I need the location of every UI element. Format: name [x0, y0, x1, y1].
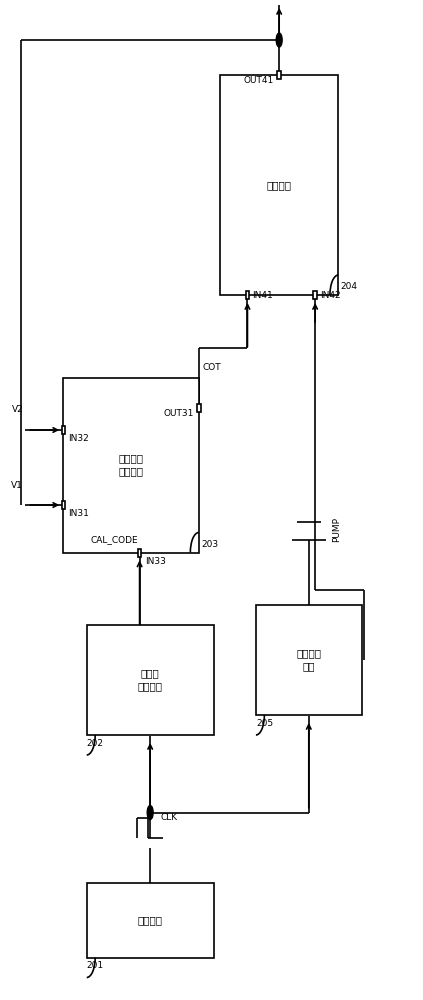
- Bar: [62, 426, 65, 434]
- Bar: [138, 548, 141, 556]
- Circle shape: [276, 33, 282, 47]
- Text: V2: V2: [11, 406, 23, 414]
- Bar: [277, 71, 281, 79]
- Bar: [197, 404, 201, 412]
- Text: 振荡电路: 振荡电路: [137, 915, 163, 925]
- Bar: [87, 883, 214, 958]
- Text: 205: 205: [256, 719, 273, 728]
- Text: 导通时间
控制电路: 导通时间 控制电路: [118, 453, 144, 477]
- Text: IN41: IN41: [253, 291, 273, 300]
- Text: OUT41: OUT41: [244, 76, 274, 85]
- Text: IN32: IN32: [69, 434, 89, 443]
- Bar: [256, 605, 362, 715]
- Text: 203: 203: [201, 540, 218, 549]
- Circle shape: [147, 806, 153, 820]
- Text: CAL_CODE: CAL_CODE: [91, 536, 139, 544]
- Text: 202: 202: [87, 739, 104, 748]
- Text: V1: V1: [11, 481, 23, 489]
- Text: 逻辑电路: 逻辑电路: [266, 180, 292, 190]
- Bar: [220, 75, 338, 295]
- Bar: [62, 501, 65, 509]
- Bar: [63, 378, 199, 553]
- Text: 脉冲发生
电路: 脉冲发生 电路: [296, 648, 321, 672]
- Text: COT: COT: [202, 363, 221, 372]
- Text: 201: 201: [87, 962, 104, 970]
- Text: PUMP: PUMP: [332, 518, 341, 542]
- Text: IN42: IN42: [320, 291, 341, 300]
- Bar: [313, 291, 317, 299]
- Bar: [246, 291, 249, 299]
- Text: 204: 204: [341, 282, 357, 291]
- Text: IN33: IN33: [145, 556, 165, 566]
- Text: OUT31: OUT31: [163, 409, 194, 418]
- Text: 占空比
检测电路: 占空比 检测电路: [137, 668, 163, 692]
- Text: IN31: IN31: [69, 509, 89, 518]
- Text: CLK: CLK: [161, 813, 178, 822]
- Bar: [87, 625, 214, 735]
